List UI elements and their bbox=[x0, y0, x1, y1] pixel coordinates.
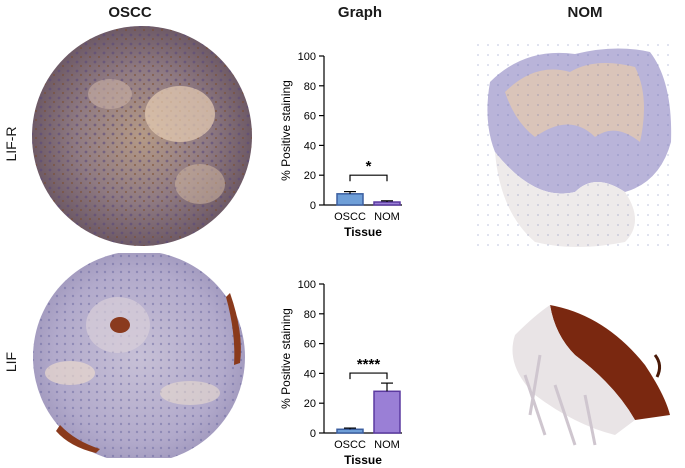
y-axis-title: % Positive staining bbox=[279, 308, 293, 409]
row-label-lif: LIF bbox=[3, 351, 19, 373]
x-tick-label: OSCC bbox=[334, 211, 366, 223]
y-tick-label: 80 bbox=[304, 81, 316, 93]
y-tick-label: 40 bbox=[304, 140, 316, 152]
x-tick-label: NOM bbox=[374, 439, 400, 451]
bar-oscc bbox=[336, 428, 364, 434]
bar-oscc bbox=[336, 193, 364, 206]
significance-label: * bbox=[366, 158, 372, 175]
y-tick-label: 0 bbox=[310, 428, 316, 440]
bar-nom bbox=[373, 201, 401, 206]
tissue-oscc-lif-image bbox=[33, 253, 245, 458]
header-nom: NOM bbox=[567, 4, 603, 21]
tissue-nom-lif-image bbox=[512, 305, 670, 446]
header-oscc: OSCC bbox=[108, 4, 152, 21]
row-label-lifr: LIF-R bbox=[3, 126, 19, 162]
y-tick-label: 100 bbox=[298, 51, 316, 63]
y-tick-label: 100 bbox=[298, 279, 316, 291]
x-axis-title: Tissue bbox=[344, 225, 382, 239]
tissue-oscc-lifr-image bbox=[32, 26, 252, 246]
y-tick-label: 0 bbox=[310, 200, 316, 212]
y-tick-label: 80 bbox=[304, 309, 316, 321]
x-axis-title: Tissue bbox=[344, 453, 382, 467]
bar-nom bbox=[373, 390, 401, 434]
lif-bar-chart: 0 20 40 60 80 100 OSCC NOM **** Tissue % Positive … bbox=[279, 279, 402, 467]
y-tick-label: 40 bbox=[304, 368, 316, 380]
y-tick-label: 60 bbox=[304, 339, 316, 351]
significance-bracket bbox=[349, 174, 388, 182]
x-tick-label: OSCC bbox=[334, 439, 366, 451]
lifr-bar-chart: 0 20 40 60 80 100 OSCC NOM * Tissue % Positive sta… bbox=[279, 51, 402, 239]
x-tick-label: NOM bbox=[374, 211, 400, 223]
significance-label: **** bbox=[357, 356, 381, 373]
header-graph: Graph bbox=[337, 4, 383, 21]
significance-bracket bbox=[349, 372, 388, 380]
y-tick-label: 20 bbox=[304, 398, 316, 410]
y-axis-title: % Positive staining bbox=[279, 80, 293, 181]
y-tick-label: 20 bbox=[304, 170, 316, 182]
y-tick-label: 60 bbox=[304, 111, 316, 123]
tissue-nom-lifr-image bbox=[475, 42, 675, 247]
